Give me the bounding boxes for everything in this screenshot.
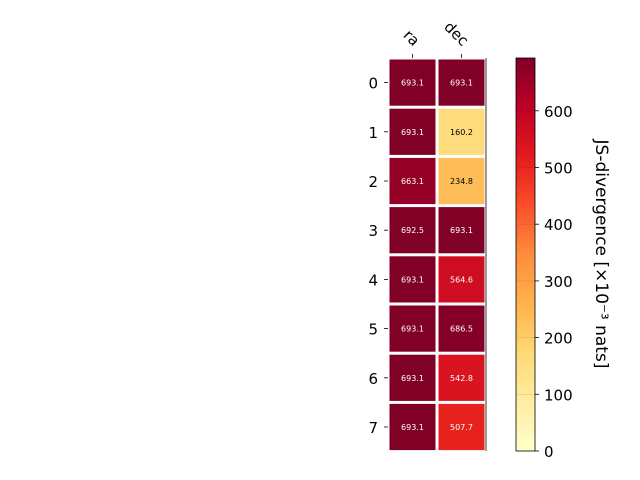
heatmap-cells	[389, 59, 485, 451]
heatmap-cell	[389, 108, 436, 155]
heatmap-cell	[389, 207, 436, 254]
row-tick-label: 2	[368, 173, 378, 191]
row-tick-label: 6	[368, 370, 378, 388]
column-tick-label: dec	[440, 18, 472, 50]
column-tick-labels: ra dec	[400, 18, 472, 58]
heatmap-cell-label: 692.5	[401, 226, 424, 235]
colorbar-tick-label: 400	[544, 216, 573, 234]
colorbar-tick-label: 300	[544, 273, 573, 291]
colorbar-tick-label: 500	[544, 159, 573, 177]
heatmap-cell	[389, 403, 436, 451]
heatmap-cell-label: 693.1	[401, 79, 424, 88]
heatmap-cell	[389, 305, 436, 352]
heatmap-cell-label: 686.5	[450, 325, 473, 334]
heatmap-cell	[389, 256, 436, 303]
heatmap-cell-label: 542.8	[450, 374, 473, 383]
heatmap-cell	[389, 59, 436, 106]
row-tick-label: 4	[368, 271, 378, 289]
heatmap-cell	[438, 256, 485, 303]
colorbar: 0 100 200 300 400 500 600 JS-divergence [×10⁻³…	[515, 57, 611, 461]
heatmap-cell-label: 693.1	[401, 128, 424, 137]
heatmap-cell-label: 507.7	[450, 423, 473, 432]
heatmap-cell-label: 693.1	[450, 79, 473, 88]
heatmap-cell-label: 693.1	[401, 374, 424, 383]
row-tick-label: 7	[368, 419, 378, 437]
heatmap-cell-label: 693.1	[450, 226, 473, 235]
colorbar-tick-label: 600	[544, 103, 573, 121]
heatmap-cell-label: 234.8	[450, 177, 473, 186]
heatmap-cell	[438, 207, 485, 254]
heatmap-cell-label: 564.6	[450, 275, 473, 284]
colorbar-gradient	[515, 57, 536, 452]
heatmap-cell-labels: 693.1 693.1 693.1 160.2 663.1 234.8 692.5 693.1…	[401, 79, 473, 432]
row-tick-label: 3	[368, 222, 378, 240]
heatmap-cell	[389, 157, 436, 205]
column-tick-label: ra	[400, 26, 424, 50]
heatmap-cell	[438, 403, 485, 451]
heatmap-cell-label: 693.1	[401, 275, 424, 284]
heatmap-cell	[438, 305, 485, 352]
colorbar-label: JS-divergence [×10⁻³ nats]	[591, 139, 611, 369]
heatmap-cell	[438, 59, 485, 106]
colorbar-tick-label: 100	[544, 386, 573, 404]
row-tick-labels: 0 1 2 3 4 5 6 7	[368, 75, 388, 437]
colorbar-ticks: 0 100 200 300 400 500 600	[516, 103, 573, 461]
colorbar-tick-label: 0	[544, 443, 554, 461]
heatmap-cell	[438, 108, 485, 155]
row-tick-label: 5	[368, 321, 378, 339]
heatmap-cell-label: 693.1	[401, 423, 424, 432]
heatmap-cell	[438, 354, 485, 401]
colorbar-tick-label: 200	[544, 330, 573, 348]
row-tick-label: 1	[368, 124, 378, 142]
heatmap-cell-label: 663.1	[401, 177, 424, 186]
heatmap-cell	[438, 157, 485, 205]
heatmap-cell-label: 160.2	[450, 128, 473, 137]
heatmap-cell-label: 693.1	[401, 325, 424, 334]
heatmap-cell	[389, 354, 436, 401]
row-tick-label: 0	[368, 75, 378, 93]
